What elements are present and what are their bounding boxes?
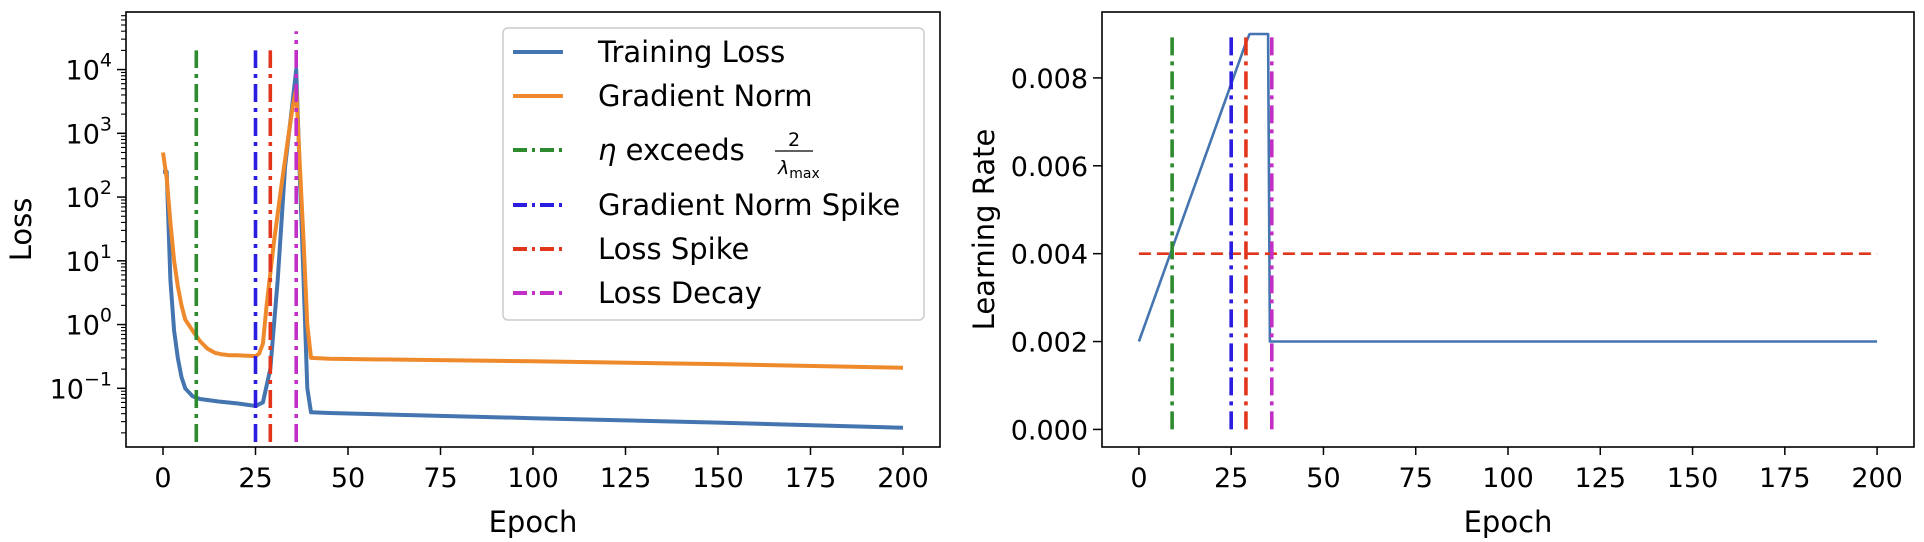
legend-fraction-lambda: λ <box>777 157 789 179</box>
legend-fraction-denominator: λmax <box>777 157 820 182</box>
x-axis-label: Epoch <box>489 505 578 539</box>
x-tick-label: 25 <box>1214 463 1248 494</box>
y-tick-label: 0.002 <box>1011 328 1088 359</box>
legend-label: Training Loss <box>597 35 785 69</box>
legend-label: Gradient Norm Spike <box>598 188 900 222</box>
y-tick-exponent: 1 <box>100 241 112 263</box>
x-tick-label: 50 <box>1306 463 1340 494</box>
y-tick-label: 0.000 <box>1011 415 1088 446</box>
y-tick-label: 103 <box>66 113 112 150</box>
gradient-norm-line <box>161 86 904 370</box>
x-tick-label: 150 <box>692 463 744 494</box>
axes-frame <box>1101 11 1915 448</box>
x-axis-label: Epoch <box>1464 505 1553 539</box>
y-tick-exponent: 3 <box>100 113 112 135</box>
y-tick-base: 10 <box>66 56 100 87</box>
x-tick-label: 100 <box>1482 463 1534 494</box>
x-tick-label: 0 <box>154 463 171 494</box>
y-tick-label: 10−1 <box>50 368 112 405</box>
y-tick-label: 0.006 <box>1011 152 1088 183</box>
y-tick-base: 10 <box>66 119 100 150</box>
y-tick-label: 100 <box>66 305 112 342</box>
y-tick-label: 101 <box>66 241 112 278</box>
x-tick-label: 0 <box>1130 463 1147 494</box>
legend-label-symbol: η <box>598 133 616 167</box>
legend-label: Loss Spike <box>598 232 749 266</box>
x-tick-label: 50 <box>331 463 365 494</box>
learning-rate-panel: 0 25 50 75 100 125 150 175 200 Epoch 0.000 0.002 0.0… <box>967 11 1915 539</box>
y-tick-label: 102 <box>66 177 112 214</box>
y-tick-label: 104 <box>66 50 112 87</box>
learning-rate-line <box>1137 32 1878 343</box>
legend-label: Gradient Norm <box>598 79 813 113</box>
y-tick-base: 10 <box>66 247 100 278</box>
y-tick-base: 10 <box>50 374 84 405</box>
x-tick-label: 125 <box>600 463 652 494</box>
legend-label: η exceeds <box>598 133 745 167</box>
legend-fraction-subscript: max <box>789 166 820 182</box>
y-tick-base: 10 <box>66 311 100 342</box>
y-axis-label: Learning Rate <box>967 129 1001 331</box>
y-tick-exponent: −1 <box>84 368 112 390</box>
legend-fraction-numerator: 2 <box>788 129 800 151</box>
x-tick-label: 100 <box>507 463 559 494</box>
x-tick-label: 125 <box>1574 463 1626 494</box>
y-axis-label: Loss <box>4 198 38 262</box>
y-tick-base: 10 <box>66 183 100 214</box>
y-tick-exponent: 2 <box>100 177 112 199</box>
x-tick-label: 75 <box>1399 463 1433 494</box>
legend-label-text: exceeds <box>616 133 744 167</box>
legend: Training Loss Gradient Norm η exceeds 2 λmax… <box>502 27 925 321</box>
y-tick-exponent: 4 <box>100 50 112 72</box>
x-tick-label: 175 <box>785 463 837 494</box>
legend-box <box>502 27 925 321</box>
training-loss-line <box>163 67 904 430</box>
loss-panel: 0 25 50 75 100 125 150 175 200Epoch1041031021011… <box>4 11 941 539</box>
x-tick-label: 25 <box>238 463 272 494</box>
x-tick-label: 200 <box>1851 463 1903 494</box>
x-tick-label: 150 <box>1667 463 1719 494</box>
legend-label: Loss Decay <box>598 276 762 310</box>
x-tick-label: 175 <box>1759 463 1811 494</box>
x-tick-label: 200 <box>877 463 929 494</box>
y-tick-label: 0.004 <box>1011 240 1088 271</box>
y-tick-label: 0.008 <box>1011 64 1088 95</box>
x-tick-label: 75 <box>423 463 457 494</box>
y-tick-exponent: 0 <box>100 305 112 327</box>
